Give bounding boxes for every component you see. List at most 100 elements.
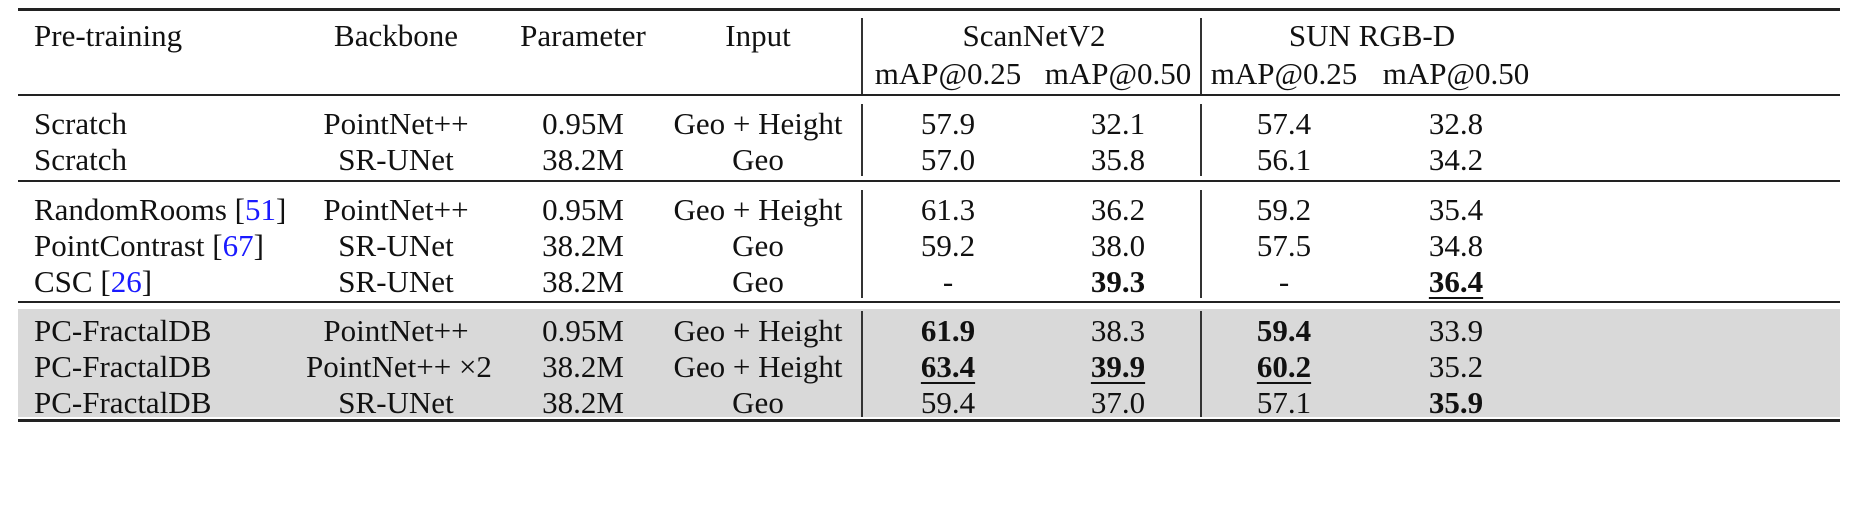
- cell-value: 34.8: [1428, 228, 1484, 263]
- cell-r25: 60.2: [1204, 347, 1364, 387]
- cell-value: 57.1: [1256, 385, 1312, 420]
- cell-s50: 39.9: [1038, 347, 1198, 387]
- col-header-pretraining: Pre-training: [34, 18, 183, 53]
- cell-s50: 35.8: [1038, 140, 1198, 180]
- cell-value: 38.2M: [542, 142, 624, 177]
- cell-input: Geo + Height: [663, 190, 853, 230]
- cell-value: Geo + Height: [673, 106, 843, 141]
- cell-input: Geo + Height: [663, 104, 853, 144]
- citation-link[interactable]: 26: [110, 264, 142, 299]
- cell-value: SR-UNet: [338, 142, 454, 177]
- row-pretraining-name: Scratch: [34, 104, 127, 144]
- cell-s25: 59.2: [868, 226, 1028, 266]
- cell-r50: 35.9: [1376, 383, 1536, 423]
- cell-value: PointNet++: [323, 106, 469, 141]
- highlight-band: [18, 309, 1840, 417]
- cell-value: 61.3: [920, 192, 976, 227]
- cell-value: PointNet++ ×2: [306, 349, 492, 384]
- cell-value: 32.1: [1090, 106, 1146, 141]
- cell-value: 59.2: [1256, 192, 1312, 227]
- cell-value: 59.4: [920, 385, 976, 420]
- cell-backbone: SR-UNet: [306, 383, 486, 423]
- cell-value: 0.95M: [542, 313, 624, 348]
- cell-r25: -: [1204, 262, 1364, 302]
- cell-value: Geo: [732, 228, 784, 263]
- column-separator: [861, 190, 863, 298]
- cell-r50: 35.4: [1376, 190, 1536, 230]
- cell-param: 38.2M: [508, 383, 658, 423]
- cell-input: Geo: [663, 383, 853, 423]
- cell-param: 0.95M: [508, 311, 658, 351]
- cell-value: 60.2: [1256, 349, 1312, 384]
- column-separator: [861, 18, 863, 94]
- cell-value: 38.2M: [542, 264, 624, 299]
- cell-value: PointNet++: [323, 192, 469, 227]
- row-pretraining-name: PC-FractalDB: [34, 347, 211, 387]
- header-rule: [18, 94, 1840, 96]
- cell-value: 38.0: [1090, 228, 1146, 263]
- cell-value: 39.3: [1090, 264, 1146, 299]
- cell-r50: 32.8: [1376, 104, 1536, 144]
- cell-value: 59.4: [1256, 313, 1312, 348]
- cell-value: 36.2: [1090, 192, 1146, 227]
- cell-r25: 57.5: [1204, 226, 1364, 266]
- column-separator: [1200, 311, 1202, 417]
- results-table: Pre-training Backbone Parameter Input Sc…: [18, 8, 1840, 508]
- cell-value: 39.9: [1090, 349, 1146, 384]
- cell-s50: 38.0: [1038, 226, 1198, 266]
- cell-value: 35.2: [1428, 349, 1484, 384]
- cell-value: 36.4: [1428, 264, 1484, 299]
- cell-value: SR-UNet: [338, 228, 454, 263]
- col-subheader-sun-map25: mAP@0.25: [1210, 56, 1358, 91]
- cell-s50: 38.3: [1038, 311, 1198, 351]
- citation-link[interactable]: 67: [222, 228, 254, 263]
- cell-value: Geo: [732, 385, 784, 420]
- cell-r50: 34.2: [1376, 140, 1536, 180]
- col-subheader-sun-map50: mAP@0.50: [1382, 56, 1530, 91]
- cell-input: Geo + Height: [663, 311, 853, 351]
- cell-r25: 57.1: [1204, 383, 1364, 423]
- cell-r25: 56.1: [1204, 140, 1364, 180]
- cell-input: Geo: [663, 226, 853, 266]
- column-separator: [1200, 190, 1202, 298]
- column-separator: [861, 104, 863, 176]
- method-name: PointContrast: [34, 228, 205, 263]
- cell-value: 38.3: [1090, 313, 1146, 348]
- cell-value: 61.9: [920, 313, 976, 348]
- cell-value: 57.9: [920, 106, 976, 141]
- row-pretraining-name: PC-FractalDB: [34, 311, 211, 351]
- cell-param: 38.2M: [508, 226, 658, 266]
- cell-value: 33.9: [1428, 313, 1484, 348]
- cell-value: 38.2M: [542, 385, 624, 420]
- cell-r50: 33.9: [1376, 311, 1536, 351]
- cell-s25: 57.9: [868, 104, 1028, 144]
- citation-link[interactable]: 51: [244, 192, 276, 227]
- method-name: PC-FractalDB: [34, 313, 212, 348]
- cell-backbone: PointNet++ ×2: [306, 347, 492, 387]
- cell-backbone: PointNet++: [306, 190, 486, 230]
- cell-s25: 63.4: [868, 347, 1028, 387]
- cell-value: 0.95M: [542, 192, 624, 227]
- cell-backbone: PointNet++: [306, 311, 486, 351]
- cell-value: Geo + Height: [673, 192, 843, 227]
- cell-r50: 34.8: [1376, 226, 1536, 266]
- cell-input: Geo + Height: [663, 347, 853, 387]
- cell-s50: 36.2: [1038, 190, 1198, 230]
- method-name: PC-FractalDB: [34, 349, 212, 384]
- cell-r50: 36.4: [1376, 262, 1536, 302]
- cell-value: -: [1278, 264, 1290, 299]
- cell-value: 37.0: [1090, 385, 1146, 420]
- row-pretraining-name: CSC [26]: [34, 264, 153, 299]
- row-pretraining-name: PC-FractalDB: [34, 383, 211, 423]
- cell-s25: -: [868, 262, 1028, 302]
- cell-s50: 32.1: [1038, 104, 1198, 144]
- column-separator: [1200, 104, 1202, 176]
- cell-param: 38.2M: [508, 347, 658, 387]
- cell-param: 38.2M: [508, 262, 658, 302]
- cell-backbone: PointNet++: [306, 104, 486, 144]
- top-rule: [18, 8, 1840, 11]
- col-header-parameter: Parameter: [520, 18, 646, 53]
- cell-value: -: [942, 264, 954, 299]
- cell-value: 32.8: [1428, 106, 1484, 141]
- cell-value: 35.9: [1428, 385, 1484, 420]
